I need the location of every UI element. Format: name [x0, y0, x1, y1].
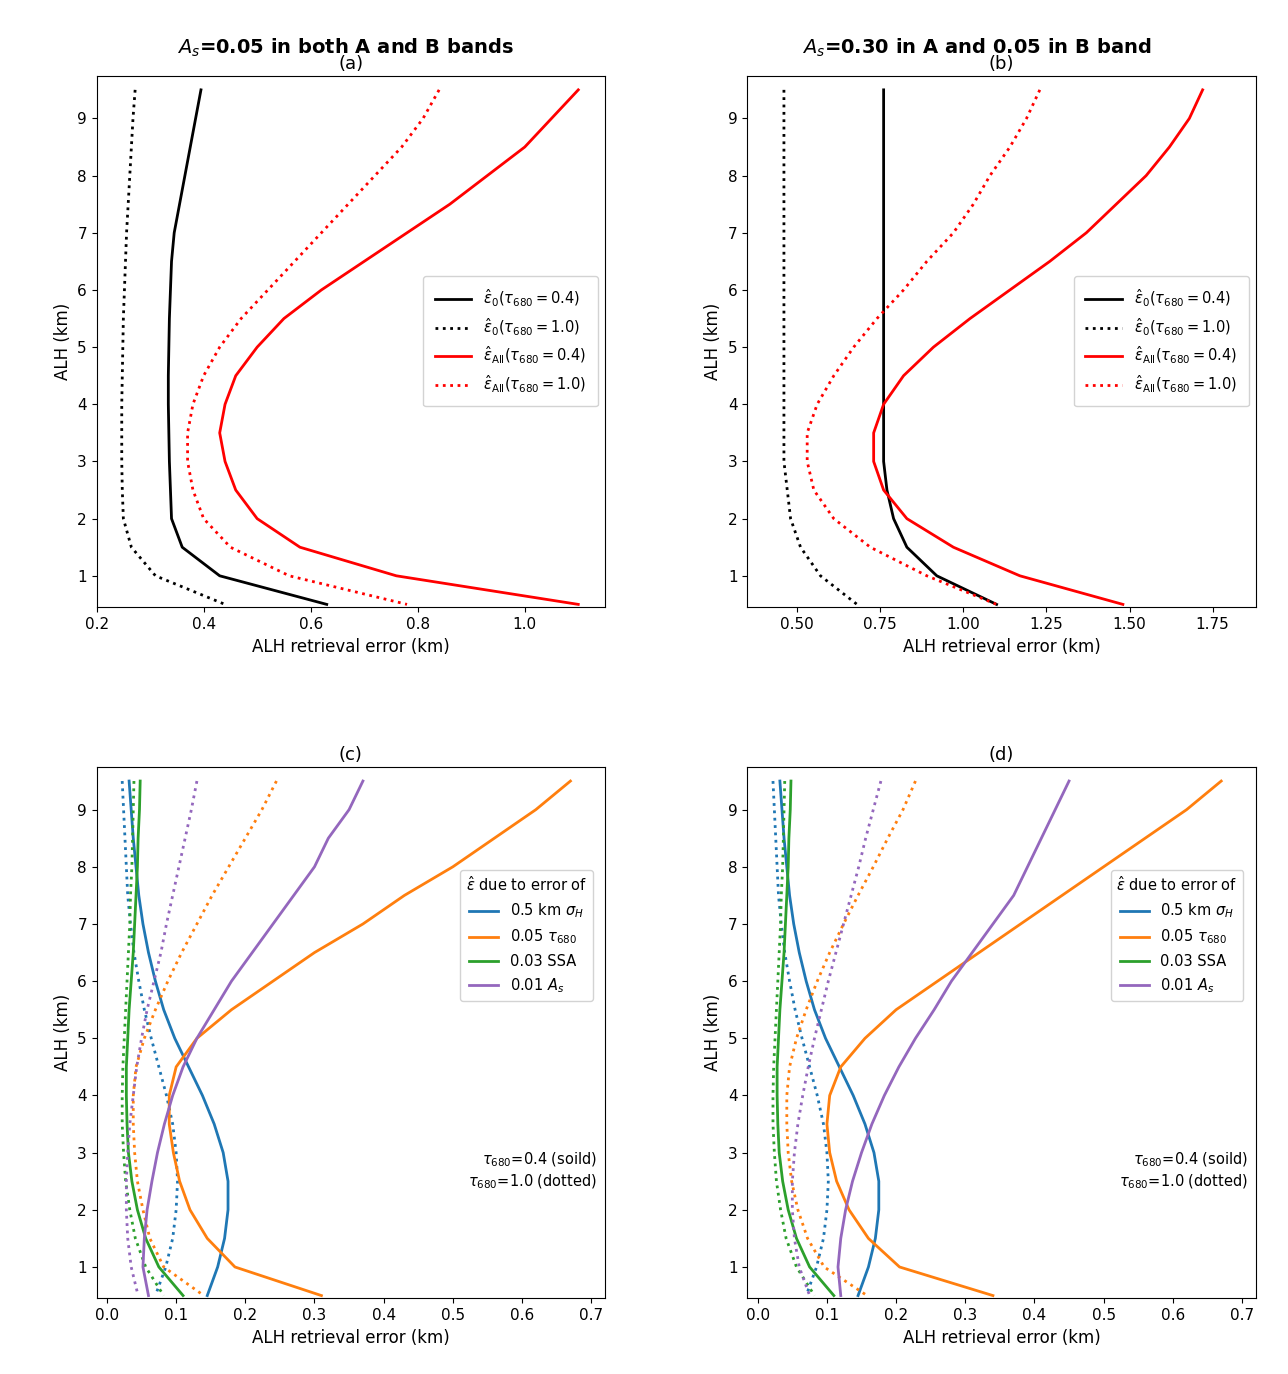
Text: $A_s$=0.30 in A and 0.05 in B band: $A_s$=0.30 in A and 0.05 in B band — [801, 37, 1151, 59]
Legend: $\hat{\varepsilon}_0(\tau_{680}=0.4)$, $\hat{\varepsilon}_0(\tau_{680}=1.0)$, $\: $\hat{\varepsilon}_0(\tau_{680}=0.4)$, $… — [422, 276, 598, 407]
Legend: 0.5 km $\sigma_H$, 0.05 $\tau_{680}$, 0.03 SSA, 0.01 $A_s$: 0.5 km $\sigma_H$, 0.05 $\tau_{680}$, 0.… — [1110, 870, 1243, 1000]
Legend: $\hat{\varepsilon}_0(\tau_{680}=0.4)$, $\hat{\varepsilon}_0(\tau_{680}=1.0)$, $\: $\hat{\varepsilon}_0(\tau_{680}=0.4)$, $… — [1074, 276, 1248, 407]
Title: (b): (b) — [989, 55, 1015, 73]
Title: (d): (d) — [989, 746, 1014, 764]
Y-axis label: ALH (km): ALH (km) — [705, 993, 723, 1072]
Text: $A_s$=0.05 in both A and B bands: $A_s$=0.05 in both A and B bands — [176, 37, 514, 59]
Y-axis label: ALH (km): ALH (km) — [54, 993, 72, 1072]
Text: $\tau_{680}$=0.4 (soild)
$\tau_{680}$=1.0 (dotted): $\tau_{680}$=0.4 (soild) $\tau_{680}$=1.… — [469, 1151, 598, 1191]
Text: $\tau_{680}$=0.4 (soild)
$\tau_{680}$=1.0 (dotted): $\tau_{680}$=0.4 (soild) $\tau_{680}$=1.… — [1119, 1151, 1248, 1191]
Y-axis label: ALH (km): ALH (km) — [54, 302, 72, 381]
X-axis label: ALH retrieval error (km): ALH retrieval error (km) — [903, 1329, 1100, 1347]
X-axis label: ALH retrieval error (km): ALH retrieval error (km) — [252, 1329, 450, 1347]
X-axis label: ALH retrieval error (km): ALH retrieval error (km) — [252, 638, 450, 655]
Title: (c): (c) — [339, 746, 363, 764]
Legend: 0.5 km $\sigma_H$, 0.05 $\tau_{680}$, 0.03 SSA, 0.01 $A_s$: 0.5 km $\sigma_H$, 0.05 $\tau_{680}$, 0.… — [460, 870, 592, 1000]
Title: (a): (a) — [339, 55, 363, 73]
Y-axis label: ALH (km): ALH (km) — [705, 302, 723, 381]
X-axis label: ALH retrieval error (km): ALH retrieval error (km) — [903, 638, 1100, 655]
